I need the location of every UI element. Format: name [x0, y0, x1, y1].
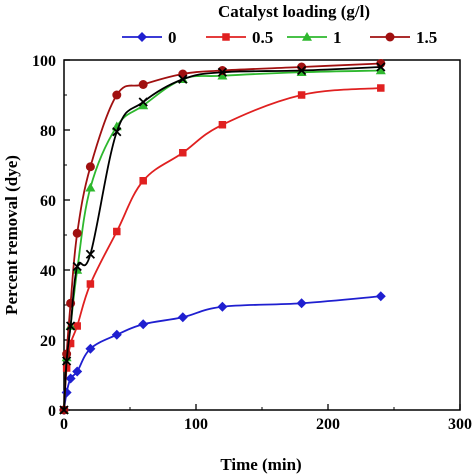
legend-label: 0.5 [252, 28, 273, 47]
marker-stroke [65, 321, 76, 331]
x-tick-label: 0 [60, 416, 68, 433]
legend: Catalyst loading (g/l) 0 0.5 1 1.5 [122, 2, 437, 47]
data-point [73, 322, 81, 330]
data-point [138, 100, 149, 110]
data-point [65, 373, 76, 384]
data-point [297, 91, 306, 99]
legend-label: 1 [333, 28, 342, 47]
data-point [59, 405, 69, 415]
series-0.5 [60, 84, 385, 414]
data-point [218, 121, 227, 129]
data-point [112, 90, 122, 100]
marker-stroke [296, 65, 307, 76]
plot-area: 0 100 200 300 0 20 40 60 80 100 [32, 53, 472, 433]
series-line [63, 62, 381, 411]
legend-marker [385, 32, 395, 42]
data-point [85, 249, 96, 259]
series-0 [59, 291, 386, 415]
marker-stroke [72, 261, 82, 272]
data-point [375, 65, 386, 75]
y-tick-label: 60 [40, 193, 56, 210]
data-point [138, 319, 149, 330]
data-point [85, 182, 96, 192]
data-point [85, 343, 96, 354]
legend-items: 0 0.5 1 1.5 [122, 28, 437, 47]
y-tick-label: 80 [40, 123, 56, 140]
data-point [217, 301, 228, 312]
data-point [112, 127, 122, 137]
data-point [178, 74, 188, 84]
data-point [377, 84, 385, 92]
data-point [61, 387, 72, 398]
x-axis-title: Time (min) [220, 455, 301, 474]
series-1 [59, 65, 386, 414]
data-point [138, 97, 148, 107]
data-point [86, 280, 95, 288]
data-point [62, 356, 72, 366]
data-point [296, 298, 307, 309]
marker-stroke [62, 356, 72, 366]
data-point [179, 149, 187, 157]
marker-stroke [112, 127, 122, 137]
data-point [65, 321, 76, 331]
legend-item-1.5: 1.5 [370, 28, 437, 47]
legend-title: Catalyst loading (g/l) [218, 2, 370, 21]
y-tick-label: 20 [40, 333, 56, 350]
legend-marker [137, 32, 147, 42]
data-point [217, 67, 228, 77]
data-point [138, 80, 148, 89]
y-axis-title: Percent removal (dye) [2, 155, 21, 315]
legend-label: 1.5 [416, 28, 437, 47]
data-point [217, 66, 227, 75]
data-point [72, 228, 82, 238]
data-point [217, 70, 228, 80]
data-point [111, 329, 122, 340]
legend-marker [302, 32, 312, 41]
data-point [113, 227, 121, 236]
marker-stroke [178, 74, 188, 84]
legend-item-0.5: 0.5 [206, 28, 273, 47]
data-point [296, 65, 307, 76]
y-tick-label: 100 [32, 53, 56, 70]
data-point [139, 177, 147, 185]
data-point [66, 298, 76, 308]
y-tick-label: 0 [48, 403, 56, 420]
series-unnamed-4 [59, 62, 386, 415]
x-tick-label: 300 [448, 416, 472, 433]
legend-item-1: 1 [287, 28, 342, 47]
legend-label: 0 [168, 28, 177, 47]
data-point [85, 162, 95, 172]
series-1.5 [59, 59, 386, 415]
data-point [66, 339, 75, 348]
x-tick-label: 200 [316, 416, 340, 433]
marker-stroke [59, 405, 69, 415]
series-line [63, 295, 381, 411]
marker-stroke [376, 62, 386, 72]
marker-stroke [217, 67, 228, 77]
data-point [375, 291, 386, 302]
legend-marker [222, 33, 230, 41]
marker-stroke [85, 249, 96, 259]
series-line [63, 66, 381, 411]
data-point [72, 366, 83, 377]
marker-stroke [138, 97, 148, 107]
data-point [376, 62, 386, 72]
legend-item-0: 0 [122, 28, 177, 47]
plot-frame [63, 59, 461, 411]
x-tick-label: 100 [184, 416, 208, 433]
data-point [177, 312, 188, 323]
data-point [72, 261, 82, 272]
y-tick-label: 40 [40, 263, 56, 280]
